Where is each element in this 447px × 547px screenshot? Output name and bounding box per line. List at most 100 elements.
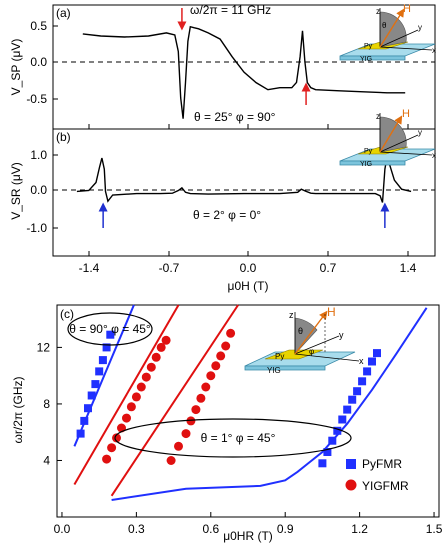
py-data-point: [95, 367, 104, 376]
py-data-point: [323, 448, 332, 456]
annotation-bottom: θ = 1° φ = 45°: [201, 431, 276, 445]
yig-data-point: [181, 429, 191, 439]
panel-a-frequency-annotation: ω/2π = 11 GHz: [190, 3, 271, 17]
inset-label: H: [327, 305, 336, 319]
inset-label: YIG: [360, 56, 372, 63]
py-data-point: [358, 377, 367, 386]
inset-label: YIG: [360, 161, 372, 168]
inset-label: θ: [382, 21, 387, 30]
panel-b-arrows: [98, 202, 390, 228]
legend-label-yig: YIGFMR: [362, 479, 409, 493]
yig-data-point: [186, 416, 196, 426]
yig-data-point: [146, 362, 156, 372]
panel-b-letter: (b): [56, 130, 71, 144]
inset-label: x: [432, 151, 436, 160]
annotation-ellipse-top: [67, 312, 153, 346]
panel-c-xlabel: μ0HR (T): [223, 529, 273, 543]
py-data-point: [373, 349, 381, 358]
xtick-label: 1.2: [351, 522, 368, 536]
panel-a-angle-annotation: θ = 25° φ = 90°: [194, 110, 276, 124]
fit-line: [111, 307, 428, 501]
yig-data-point: [102, 454, 112, 464]
py-data-point: [363, 367, 372, 376]
panel-c-letter: (c): [60, 307, 74, 321]
xtick-label: 1.4: [400, 261, 417, 275]
xtick-label: 0.0: [54, 522, 71, 536]
xtick-label: 0.9: [277, 522, 294, 536]
legend-swatch-py: [346, 459, 356, 469]
panel-a-series-line: [82, 25, 406, 119]
panel-b-inset: z H y Py YIG x: [339, 108, 436, 168]
panel-c: 0.0 0.3 0.6 0.9 1.2 1.5 4 8 12 (c) ωr/2π (GHz) μ…: [11, 304, 443, 543]
yig-data-point: [206, 371, 216, 381]
inset-label: θ: [298, 326, 303, 336]
panel-a-arrows: [177, 8, 311, 105]
ytick-label: 0.0: [30, 183, 47, 197]
py-data-point: [76, 429, 85, 438]
panel-a-inset: z H θ y Py YIG x: [339, 3, 436, 63]
yig-data-point: [126, 402, 136, 412]
inset-label: H: [403, 3, 411, 15]
panel-a-letter: (a): [56, 6, 71, 20]
fit-line: [73, 304, 180, 486]
yig-data-point: [166, 456, 176, 465]
py-data-point: [333, 426, 342, 435]
y-axis: [294, 335, 340, 355]
y-axis: [379, 29, 419, 48]
yig-data-point: [226, 328, 236, 338]
inset-label: x: [359, 356, 364, 366]
inset-label: H: [402, 108, 410, 120]
yig-data-point: [122, 413, 131, 423]
py-data-point: [80, 416, 89, 425]
yig-data-point: [211, 361, 221, 371]
annotation-ellipse-bottom: [114, 418, 352, 458]
field-arrow: [379, 8, 405, 48]
inset-label: z: [376, 7, 380, 16]
panel-c-frame: [56, 304, 440, 518]
field-arrow: [294, 310, 328, 355]
xtick-label: 0.3: [128, 522, 145, 536]
panel-a: 0.5 0.0 -0.5 (a) ω/2π = 11 GHz θ = 25° φ…: [9, 3, 436, 130]
py-data-point: [102, 343, 111, 352]
py-data-point: [318, 459, 327, 468]
yig-data-point: [156, 342, 166, 352]
panel-b-angle-annotation: θ = 2° φ = 0°: [193, 208, 261, 222]
yig-data-point: [141, 372, 151, 382]
inset-label: φ: [309, 347, 314, 356]
panel-b-ylabel: V_SR (μV): [9, 162, 23, 220]
inset-label: z: [289, 310, 294, 320]
panel-b-frame: [52, 128, 436, 257]
py-strip: [264, 349, 324, 360]
py-data-point: [353, 387, 362, 396]
xtick-label: 0.7: [320, 261, 337, 275]
yig-data-point: [107, 443, 117, 453]
inset-label: Py: [275, 352, 284, 361]
panel-c-fit-lines: [73, 304, 428, 501]
xtick-label: 0.0: [240, 261, 257, 275]
x-axis: [379, 46, 433, 51]
yig-data-point: [131, 392, 141, 402]
py-data-point: [84, 404, 92, 413]
x-axis: [294, 353, 360, 362]
inset-label: y: [418, 128, 422, 137]
yig-data-point: [174, 441, 183, 451]
py-data-point: [106, 330, 115, 339]
ytick-label: 0.0: [30, 55, 47, 69]
py-data-point: [348, 395, 357, 404]
yig-data-point: [136, 382, 146, 392]
yig-data-point: [216, 351, 226, 361]
inset-label: YIG: [267, 366, 281, 375]
inset-label: x: [432, 46, 436, 55]
panel-a-yticks: 0.5 0.0 -0.5: [26, 19, 58, 106]
inset-label: y: [339, 330, 344, 340]
yig-substrate-edge: [339, 160, 406, 166]
panel-c-ticks: 0.0 0.3 0.6 0.9 1.2 1.5 4 8 12: [37, 340, 443, 536]
inset-label: Py: [364, 43, 373, 50]
panel-c-inset: z H θ y φ x Py YIG: [244, 305, 364, 375]
legend-label-py: PyFMR: [362, 457, 402, 471]
panel-a-ylabel: V_SP (μV): [9, 39, 23, 96]
inset-label: z: [376, 112, 380, 121]
y-axis: [379, 134, 419, 153]
panel-c-legend: PyFMR YIGFMR: [345, 457, 409, 493]
